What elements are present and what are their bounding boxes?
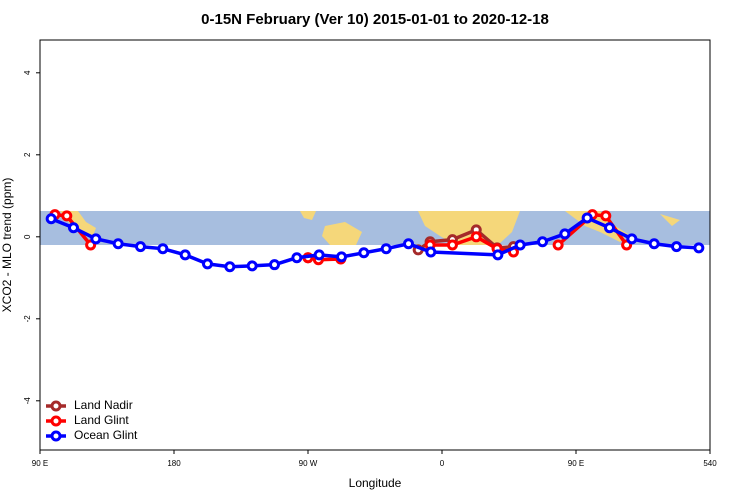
data-point (693, 242, 705, 254)
y-tick-label: 2 (23, 152, 32, 157)
data-point (514, 239, 526, 251)
data-point (403, 238, 414, 250)
y-tick-label: -4 (23, 397, 32, 405)
legend-marker (50, 400, 62, 412)
data-point (157, 243, 169, 255)
map-land (418, 211, 520, 245)
y-tick-label: 0 (23, 234, 32, 239)
data-point (470, 231, 482, 243)
x-axis-label: Longitude (349, 476, 402, 490)
data-point (425, 246, 437, 258)
legend-label: Land Nadir (74, 398, 133, 412)
data-point (291, 252, 303, 264)
data-point (202, 258, 213, 270)
map-land (300, 211, 316, 220)
chart-title: 0-15N February (Ver 10) 2015-01-01 to 20… (201, 11, 549, 28)
map-land (565, 211, 628, 242)
data-point (537, 236, 548, 248)
data-point (179, 249, 191, 261)
data-point (600, 210, 612, 222)
x-tick-label: 540 (703, 459, 717, 468)
data-point (671, 241, 682, 253)
data-point (559, 228, 571, 240)
data-point (61, 210, 73, 222)
plot-frame (39, 39, 711, 451)
data-point (648, 238, 660, 250)
data-point (380, 243, 392, 255)
x-tick-label: 90 E (32, 459, 48, 468)
legend-label: Land Glint (74, 413, 129, 427)
data-point (269, 259, 280, 271)
data-point (604, 222, 615, 234)
data-point (135, 241, 146, 253)
data-point (68, 222, 79, 234)
y-tick-label: 4 (23, 70, 32, 75)
data-point (626, 233, 638, 245)
map-land (660, 214, 680, 226)
map-land (322, 222, 362, 245)
y-axis-label: XCO2 - MLO trend (ppm) (0, 178, 14, 313)
data-point (313, 249, 325, 261)
x-tick-label: 0 (440, 459, 445, 468)
data-point (492, 249, 504, 261)
x-tick-label: 90 E (568, 459, 584, 468)
data-point (336, 251, 347, 263)
y-tick-label: -2 (23, 315, 32, 323)
legend-label: Ocean Glint (74, 428, 138, 442)
legend-marker (50, 430, 62, 442)
series-line (50, 216, 699, 269)
x-tick-label: 90 W (299, 459, 318, 468)
data-point (112, 238, 124, 250)
x-tick-label: 180 (167, 459, 181, 468)
data-point (224, 261, 236, 273)
data-point (45, 213, 57, 225)
data-point (552, 239, 564, 251)
legend-marker (50, 415, 62, 427)
data-point (358, 247, 370, 259)
data-point (246, 260, 258, 272)
data-point (446, 239, 458, 251)
data-point (90, 233, 102, 245)
data-point (581, 212, 593, 224)
